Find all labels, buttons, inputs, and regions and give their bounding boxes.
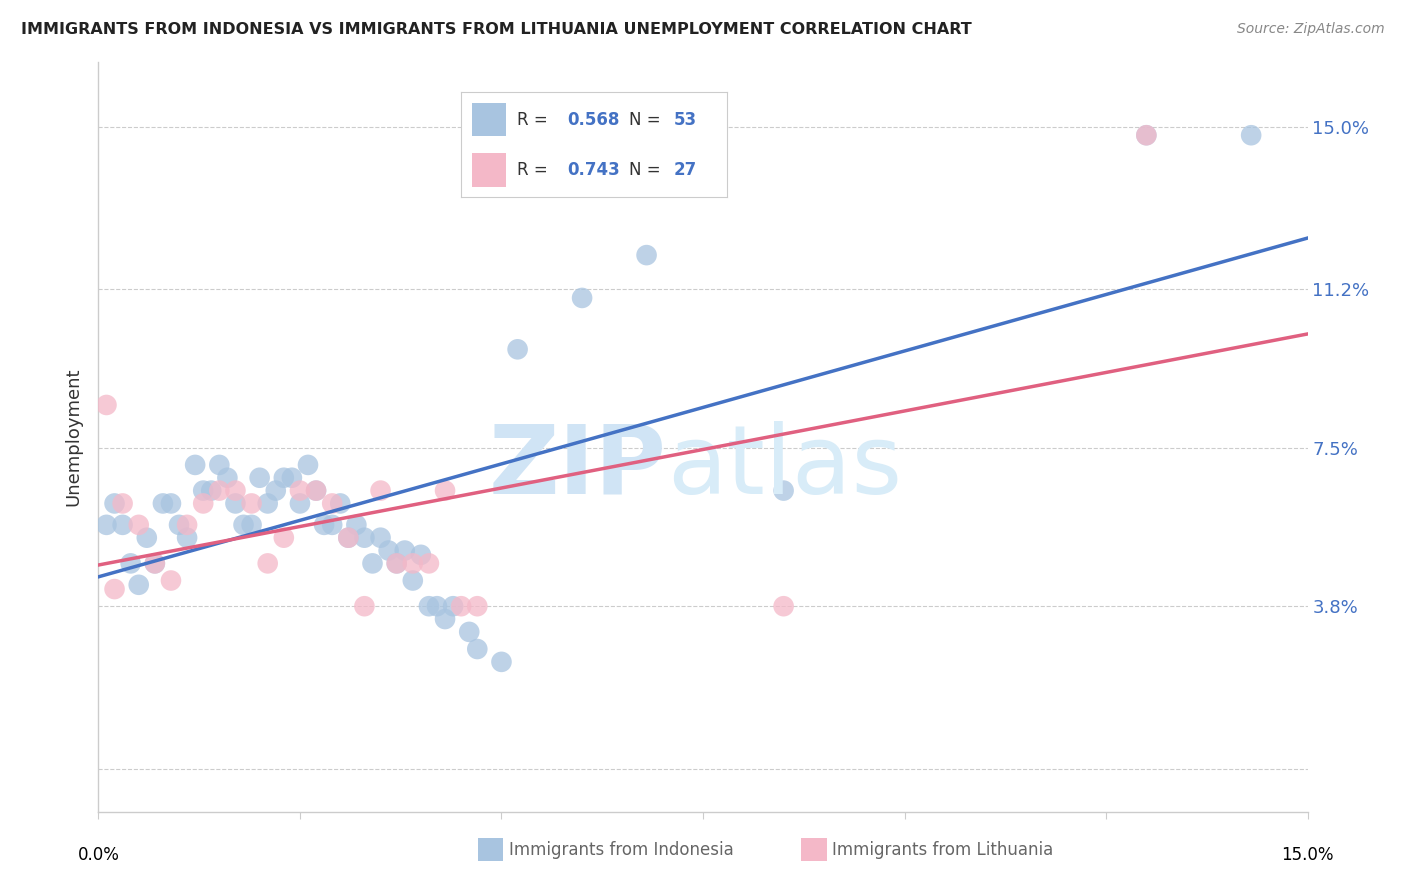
Point [314,517,336,532]
Point [426,599,449,614]
Point [111,517,134,532]
Point [240,517,263,532]
Point [394,543,416,558]
Point [344,517,367,532]
Point [143,557,166,571]
Point [402,574,425,588]
Point [224,483,246,498]
Point [128,578,150,592]
Point [288,496,311,510]
Point [217,471,239,485]
Point [337,531,360,545]
Point [176,517,198,532]
Point [465,599,488,614]
Point [232,517,254,532]
Point [249,471,271,485]
Point [305,483,328,498]
Point [434,483,457,498]
Point [120,557,142,571]
Text: IMMIGRANTS FROM INDONESIA VS IMMIGRANTS FROM LITHUANIA UNEMPLOYMENT CORRELATION : IMMIGRANTS FROM INDONESIA VS IMMIGRANTS … [21,22,972,37]
Point [465,642,488,657]
Point [409,548,432,562]
Point [224,496,246,510]
Point [264,483,287,498]
Point [361,557,384,571]
Point [329,496,352,510]
Point [167,517,190,532]
Point [402,557,425,571]
Point [200,483,222,498]
Point [418,557,440,571]
Point [377,543,399,558]
Point [772,483,794,498]
Point [193,496,215,510]
Point [571,291,593,305]
Point [240,496,263,510]
Point [370,531,392,545]
Point [321,517,343,532]
Point [434,612,457,626]
Point [176,531,198,545]
Point [281,471,304,485]
Point [256,557,278,571]
Point [450,599,472,614]
Text: ZIP: ZIP [489,420,666,514]
Point [1135,128,1157,143]
Point [772,599,794,614]
Point [370,483,392,498]
Point [321,496,343,510]
Point [273,471,295,485]
Point [1240,128,1263,143]
Point [96,398,118,412]
Point [111,496,134,510]
Point [385,557,408,571]
Point [256,496,278,510]
Point [103,582,125,596]
Text: 15.0%: 15.0% [1281,846,1334,864]
Point [160,496,183,510]
Point [135,531,157,545]
Point [184,458,207,472]
Point [458,624,481,639]
Point [636,248,658,262]
Point [1135,128,1157,143]
Text: atlas: atlas [666,420,901,514]
Point [143,557,166,571]
Text: Immigrants from Lithuania: Immigrants from Lithuania [832,841,1053,859]
Point [353,531,375,545]
Point [305,483,328,498]
Point [297,458,319,472]
Point [506,343,529,357]
Point [273,531,295,545]
Text: 0.0%: 0.0% [77,846,120,864]
Point [193,483,215,498]
Point [385,557,408,571]
Text: Source: ZipAtlas.com: Source: ZipAtlas.com [1237,22,1385,37]
Point [208,458,231,472]
Y-axis label: Unemployment: Unemployment [65,368,83,507]
Point [337,531,360,545]
Point [441,599,464,614]
Point [353,599,375,614]
Point [128,517,150,532]
Point [418,599,440,614]
Point [96,517,118,532]
Point [491,655,513,669]
Point [160,574,183,588]
Point [103,496,125,510]
Point [152,496,174,510]
Point [288,483,311,498]
Point [208,483,231,498]
Text: Immigrants from Indonesia: Immigrants from Indonesia [509,841,734,859]
